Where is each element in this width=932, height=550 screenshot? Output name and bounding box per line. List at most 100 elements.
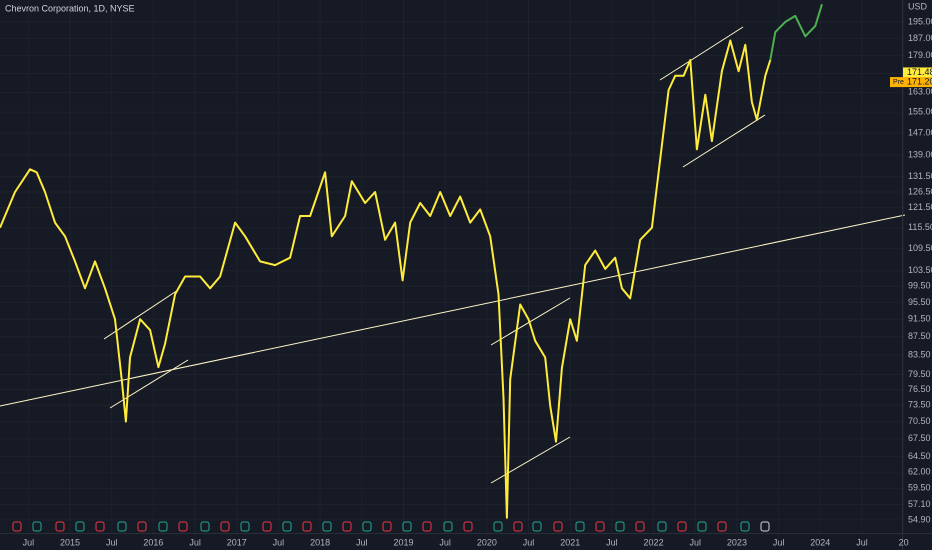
pre-label: Pre (893, 79, 904, 86)
x-tick-label: Jul (273, 537, 285, 547)
y-tick-label: 67.50 (908, 433, 931, 443)
y-tick-label: 73.50 (908, 400, 931, 410)
x-tick-label: Jul (606, 537, 618, 547)
y-tick-label: 83.50 (908, 350, 931, 360)
x-tick-label: 20 (899, 537, 909, 547)
event-icon (262, 521, 272, 532)
x-tick-label: Jul (439, 537, 451, 547)
y-tick-label: 103.50 (908, 265, 932, 275)
event-icon (158, 521, 168, 532)
event-icon (532, 521, 542, 532)
y-tick-label: 121.50 (908, 202, 932, 212)
event-icon (200, 521, 210, 532)
event-icon (553, 521, 563, 532)
last-price-label: 171.48 (907, 67, 932, 77)
event-icon (493, 521, 503, 532)
y-tick-label: 99.50 (908, 281, 931, 291)
y-tick-label: 59.50 (908, 483, 931, 493)
axes: 54.90 57.10 59.50 62.00 64.50 67.50 70.50 73.50… (23, 16, 932, 547)
x-tick-label: Jul (23, 537, 35, 547)
x-tick-label: 2016 (143, 537, 163, 547)
event-icon (240, 521, 250, 532)
event-icon (740, 521, 750, 532)
y-tick-label: 131.50 (908, 171, 932, 181)
trend-line (490, 436, 571, 484)
y-tick-label: 115.50 (908, 222, 932, 232)
event-icon (635, 521, 645, 532)
event-icon (443, 521, 453, 532)
x-tick-label: 2022 (644, 537, 664, 547)
x-tick-label: 2019 (393, 537, 413, 547)
event-icon (697, 521, 707, 532)
x-tick-label: 2015 (60, 537, 80, 547)
event-icon (422, 521, 432, 532)
event-icon (382, 521, 392, 532)
x-tick-label: Jul (189, 537, 201, 547)
plot (0, 3, 823, 519)
event-icon (760, 521, 770, 532)
event-icon (595, 521, 605, 532)
x-tick-label: 2017 (227, 537, 247, 547)
y-tick-label: 87.50 (908, 331, 931, 341)
y-tick-label: 147.00 (908, 127, 932, 137)
x-tick-label: Jul (856, 537, 868, 547)
price-line (0, 39, 772, 519)
y-tick-label: 54.90 (908, 514, 931, 524)
x-tick-label: 2024 (810, 537, 830, 547)
grid (0, 0, 904, 533)
y-tick-label: 187.00 (908, 33, 932, 43)
y-tick-label: 126.50 (908, 186, 932, 196)
event-icon (342, 521, 352, 532)
event-icon (717, 521, 727, 532)
event-icon (55, 521, 65, 532)
pre-price-label: 171.20 (907, 76, 932, 86)
x-tick-label: Jul (106, 537, 118, 547)
y-tick-label: 79.50 (908, 369, 931, 379)
y-tick-label: 163.00 (908, 87, 932, 97)
x-tick-label: Jul (689, 537, 701, 547)
event-icon (677, 521, 687, 532)
x-tick-label: Jul (356, 537, 368, 547)
x-tick-label: Jul (523, 537, 535, 547)
trend-line (659, 26, 744, 81)
y-tick-label: 195.00 (908, 16, 932, 26)
event-markers (12, 521, 770, 532)
event-icon (178, 521, 188, 532)
event-icon (322, 521, 332, 532)
y-tick-label: 155.00 (908, 107, 932, 117)
y-tick-label: 70.50 (908, 416, 931, 426)
price-line (769, 3, 823, 61)
trend-line (0, 214, 906, 407)
x-tick-label: 2020 (477, 537, 497, 547)
event-icon (657, 521, 667, 532)
event-icon (75, 521, 85, 532)
event-icon (615, 521, 625, 532)
event-icon (95, 521, 105, 532)
event-icon (137, 521, 147, 532)
x-tick-label: Jul (773, 537, 785, 547)
event-icon (513, 521, 523, 532)
chart-title: Chevron Corporation, 1D, NYSE (5, 3, 135, 13)
y-tick-label: 139.00 (908, 149, 932, 159)
event-icon (302, 521, 312, 532)
y-tick-label: 109.50 (908, 243, 932, 253)
last-price-box (903, 67, 932, 78)
event-icon (463, 521, 473, 532)
y-tick-label: 57.10 (908, 499, 931, 509)
y-tick-label: 76.50 (908, 384, 931, 394)
y-tick-label: 64.50 (908, 451, 931, 461)
y-tick-label: 91.50 (908, 314, 931, 324)
pre-price-box (890, 77, 932, 88)
event-icon (282, 521, 292, 532)
y-tick-label: 179.00 (908, 50, 932, 60)
x-tick-label: 2021 (560, 537, 580, 547)
y-tick-label: 62.00 (908, 466, 931, 476)
trend-line (682, 114, 766, 168)
event-icon (402, 521, 412, 532)
y-tick-label: 95.50 (908, 297, 931, 307)
event-icon (32, 521, 42, 532)
price-unit: USD (908, 1, 928, 11)
